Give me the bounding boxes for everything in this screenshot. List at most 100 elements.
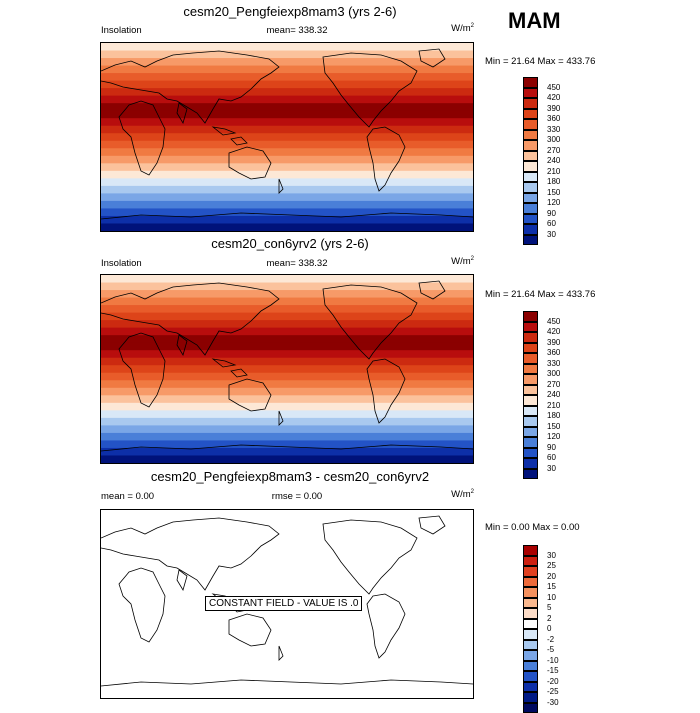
colorbar-tick-label: 390 — [547, 104, 560, 113]
panel-1-map — [100, 42, 474, 232]
colorbar-tick-label: -10 — [547, 656, 559, 665]
insolation-band — [101, 201, 473, 209]
colorbar-swatch — [523, 353, 538, 364]
insolation-band — [101, 403, 473, 411]
colorbar-tick-label: 30 — [547, 464, 556, 473]
panel-2-units: W/m2 — [414, 256, 474, 267]
insolation-band — [101, 58, 473, 66]
colorbar-swatch — [523, 172, 538, 183]
panel-3-minmax: Min = 0.00 Max = 0.00 — [485, 522, 580, 533]
colorbar-swatch — [523, 343, 538, 354]
insolation-band — [101, 328, 473, 336]
insolation-band — [101, 358, 473, 366]
colorbar-swatch — [523, 661, 538, 672]
panel-2-title: cesm20_con6yrv2 (yrs 2-6) — [100, 236, 480, 251]
colorbar-tick-label: 450 — [547, 317, 560, 326]
insolation-band — [101, 81, 473, 89]
panel-1-title: cesm20_Pengfeiexp8mam3 (yrs 2-6) — [100, 4, 480, 19]
colorbar-tick-label: 270 — [547, 380, 560, 389]
insolation-band — [101, 216, 473, 224]
colorbar-tick-label: 120 — [547, 432, 560, 441]
colorbar-tick-label: 10 — [547, 593, 556, 602]
colorbar-tick-label: 420 — [547, 93, 560, 102]
colorbar-swatch — [523, 671, 538, 682]
colorbar-swatch — [523, 682, 538, 693]
colorbar-tick-label: -30 — [547, 698, 559, 707]
colorbar-tick-label: 60 — [547, 219, 556, 228]
map-canvas — [101, 275, 473, 463]
panel-1-mean-label: mean= 338.32 — [237, 25, 357, 36]
insolation-band — [101, 373, 473, 381]
colorbar-tick-label: 240 — [547, 390, 560, 399]
insolation-band — [101, 66, 473, 74]
colorbar-tick-label: 270 — [547, 146, 560, 155]
colorbar-swatch — [523, 608, 538, 619]
coastline — [119, 568, 165, 642]
insolation-band — [101, 43, 473, 51]
colorbar-swatch — [523, 182, 538, 193]
insolation-band — [101, 171, 473, 179]
panel-1-units: W/m2 — [414, 23, 474, 34]
panel-3-units: W/m2 — [414, 489, 474, 500]
coastline — [419, 516, 445, 534]
insolation-band — [101, 88, 473, 96]
colorbar-tick-label: 360 — [547, 114, 560, 123]
colorbar-swatch — [523, 650, 538, 661]
coastline — [101, 680, 473, 686]
colorbar-tick-label: 330 — [547, 359, 560, 368]
colorbar-swatch — [523, 577, 538, 588]
insolation-band — [101, 448, 473, 456]
colorbar-tick-label: -25 — [547, 687, 559, 696]
panel-2-left-label: Insolation — [101, 258, 142, 269]
colorbar-swatch — [523, 469, 538, 480]
colorbar-swatch — [523, 140, 538, 151]
insolation-band — [101, 193, 473, 201]
colorbar-swatch — [523, 98, 538, 109]
colorbar-swatch — [523, 88, 538, 99]
colorbar-swatch — [523, 640, 538, 651]
insolation-band — [101, 365, 473, 373]
insolation-band — [101, 163, 473, 171]
colorbar-swatch — [523, 406, 538, 417]
insolation-band — [101, 290, 473, 298]
colorbar-tick-label: 15 — [547, 582, 556, 591]
panel-2-minmax: Min = 21.64 Max = 433.76 — [485, 289, 595, 300]
insolation-band — [101, 73, 473, 81]
insolation-band — [101, 283, 473, 291]
colorbar-swatch — [523, 322, 538, 333]
panel-3-rmse-label: rmse = 0.00 — [237, 491, 357, 502]
colorbar-tick-label: -15 — [547, 666, 559, 675]
colorbar-swatch — [523, 130, 538, 141]
colorbar-swatch — [523, 427, 538, 438]
colorbar-swatch — [523, 619, 538, 630]
coastline — [101, 518, 279, 590]
insolation-band — [101, 51, 473, 59]
colorbar-swatch — [523, 587, 538, 598]
insolation-band — [101, 223, 473, 231]
colorbar-tick-label: 210 — [547, 167, 560, 176]
constant-field-note: CONSTANT FIELD - VALUE IS .0 — [205, 596, 362, 611]
insolation-band — [101, 335, 473, 343]
season-label: MAM — [508, 8, 561, 34]
colorbar-swatch — [523, 119, 538, 130]
coastline — [229, 614, 271, 646]
colorbar-tick-label: 120 — [547, 198, 560, 207]
colorbar-tick-label: 300 — [547, 369, 560, 378]
colorbar-tick-label: 5 — [547, 603, 551, 612]
colorbar-tick-label: 60 — [547, 453, 556, 462]
colorbar-swatch — [523, 566, 538, 577]
colorbar-swatch — [523, 77, 538, 88]
panel-2-map — [100, 274, 474, 464]
colorbar-swatch — [523, 395, 538, 406]
panel-2-mean-label: mean= 338.32 — [237, 258, 357, 269]
colorbar-swatch — [523, 556, 538, 567]
colorbar-tick-label: 90 — [547, 443, 556, 452]
colorbar-swatch — [523, 161, 538, 172]
coastline — [279, 646, 283, 660]
panel-1-minmax: Min = 21.64 Max = 433.76 — [485, 56, 595, 67]
colorbar-tick-label: 25 — [547, 561, 556, 570]
colorbar-tick-label: 210 — [547, 401, 560, 410]
colorbar-swatch — [523, 437, 538, 448]
insolation-band — [101, 305, 473, 313]
